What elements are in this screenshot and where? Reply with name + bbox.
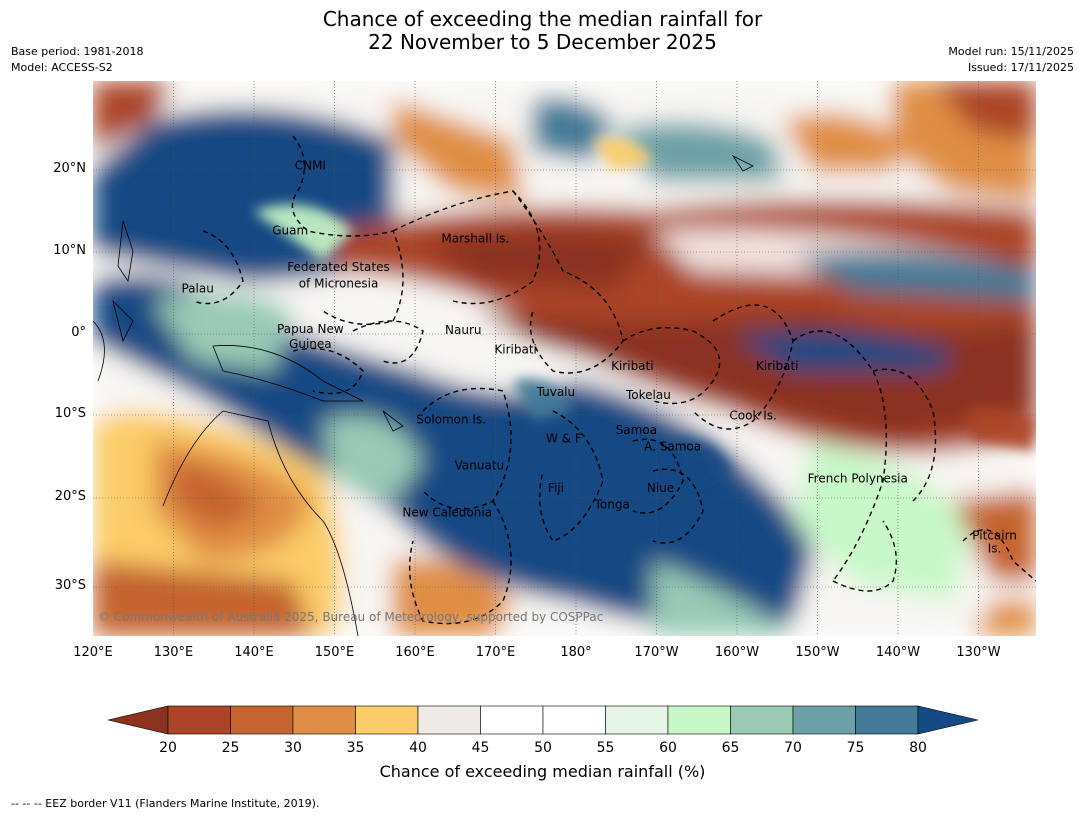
region-label: Kiribati bbox=[756, 359, 798, 373]
region-label: Guinea bbox=[289, 337, 332, 351]
region-label: Federated States bbox=[287, 260, 389, 274]
latitude-tick: 20°N bbox=[53, 161, 86, 176]
longitude-tick: 130°W bbox=[956, 645, 1001, 660]
title-line-1: Chance of exceeding the median rainfall … bbox=[322, 7, 763, 31]
longitude-tick: 140°E bbox=[234, 645, 274, 660]
colorbar-segment bbox=[855, 705, 919, 735]
colorbar-segment bbox=[605, 705, 669, 735]
region-label: W & F bbox=[546, 431, 582, 445]
longitude-tick: 170°W bbox=[634, 645, 679, 660]
model-name: Model: ACCESS-S2 bbox=[11, 61, 113, 74]
colorbar-segment bbox=[167, 705, 231, 735]
eez-footnote: -- -- -- EEZ border V11 (Flanders Marine… bbox=[11, 797, 320, 810]
colorbar-tick-label: 40 bbox=[409, 740, 427, 756]
issued-date: Issued: 17/11/2025 bbox=[967, 61, 1074, 74]
colorbar-segment bbox=[792, 705, 856, 735]
region-label: Kiribati bbox=[494, 343, 536, 357]
colorbar-tick-label: 60 bbox=[659, 740, 677, 756]
region-label: Tokelau bbox=[625, 388, 671, 402]
coastlines bbox=[93, 154, 754, 636]
region-label: Tonga bbox=[594, 497, 630, 511]
colorbar-segment bbox=[230, 705, 294, 735]
region-label: CNMI bbox=[295, 158, 326, 172]
graticule bbox=[93, 81, 1036, 636]
colorbar-segment bbox=[355, 705, 419, 735]
rainfall-field bbox=[93, 81, 1036, 636]
colorbar-tick-label: 70 bbox=[784, 740, 802, 756]
colorbar-tick-label: 50 bbox=[534, 740, 552, 756]
region-label: Papua New bbox=[277, 322, 344, 336]
copyright-notice: © Commonwealth of Australia 2025, Bureau… bbox=[98, 610, 603, 624]
region-label: A. Samoa bbox=[644, 440, 701, 454]
chart-title: Chance of exceeding the median rainfall … bbox=[0, 8, 1085, 54]
region-label: Kiribati bbox=[611, 359, 653, 373]
region-label: Samoa bbox=[616, 423, 657, 437]
longitude-tick: 150°E bbox=[314, 645, 355, 660]
region-label: Fiji bbox=[548, 481, 564, 495]
region-label: New Caledonia bbox=[402, 506, 492, 520]
colorbar-tick-label: 25 bbox=[222, 740, 240, 756]
region-label: Is. bbox=[988, 541, 1002, 555]
longitude-tick: 150°W bbox=[795, 645, 840, 660]
region-label: Vanuatu bbox=[455, 458, 505, 472]
region-label: Marshall Is. bbox=[441, 232, 509, 246]
colorbar-tick-label: 55 bbox=[597, 740, 615, 756]
latitude-tick: 30°S bbox=[54, 578, 86, 593]
colorbar-over-arrow bbox=[917, 705, 979, 735]
colorbar-tick-label: 65 bbox=[722, 740, 740, 756]
region-label: Niue bbox=[647, 481, 674, 495]
region-label: Solomon Is. bbox=[416, 413, 486, 427]
region-label: Guam bbox=[272, 224, 308, 238]
eez-borders bbox=[192, 135, 1036, 625]
region-label: Palau bbox=[181, 281, 213, 295]
longitude-tick: 170°E bbox=[475, 645, 516, 660]
colorbar-tick-label: 20 bbox=[159, 740, 177, 756]
region-label: of Micronesia bbox=[299, 277, 379, 291]
title-line-2: 22 November to 5 December 2025 bbox=[368, 30, 717, 54]
colorbar-under-arrow bbox=[107, 705, 169, 735]
region-label: French Polynesia bbox=[808, 471, 908, 485]
colorbar: 20 25 30 35 40 45 50 55 60 65 70 75 80 bbox=[107, 705, 979, 756]
colorbar-tick-label: 75 bbox=[847, 740, 865, 756]
latitude-tick: 20°S bbox=[54, 489, 86, 504]
colorbar-tick-label: 80 bbox=[909, 740, 927, 756]
longitude-tick: 140°W bbox=[875, 645, 921, 660]
colorbar-segment bbox=[542, 705, 606, 735]
meta-right: Model run: 15/11/2025 Issued: 17/11/2025 bbox=[948, 44, 1074, 76]
region-label: Tuvalu bbox=[536, 385, 576, 399]
latitude-tick: 10°N bbox=[53, 243, 86, 258]
region-label: Pitcairn bbox=[972, 528, 1017, 542]
colorbar-segment bbox=[480, 705, 544, 735]
region-labels: CNMI Guam Marshall Is. Federated States of M… bbox=[181, 158, 1016, 555]
region-label: Nauru bbox=[445, 323, 481, 337]
longitude-tick: 180° bbox=[560, 645, 592, 660]
longitude-tick: 130°E bbox=[153, 645, 194, 660]
colorbar-segment bbox=[417, 705, 481, 735]
longitude-tick: 120°E bbox=[73, 645, 113, 660]
model-run: Model run: 15/11/2025 bbox=[948, 45, 1074, 58]
colorbar-label: Chance of exceeding median rainfall (%) bbox=[379, 762, 706, 781]
colorbar-segment bbox=[730, 705, 794, 735]
latitude-tick: 10°S bbox=[54, 406, 86, 421]
base-period: Base period: 1981-2018 bbox=[11, 45, 144, 58]
latitude-tick: 0° bbox=[71, 325, 86, 340]
region-label: Cook Is. bbox=[729, 409, 776, 423]
colorbar-tick-label: 35 bbox=[347, 740, 365, 756]
longitude-tick: 160°W bbox=[714, 645, 760, 660]
meta-left: Base period: 1981-2018 Model: ACCESS-S2 bbox=[11, 44, 143, 76]
colorbar-tick-label: 45 bbox=[472, 740, 490, 756]
colorbar-segment bbox=[667, 705, 731, 735]
colorbar-segment bbox=[292, 705, 356, 735]
colorbar-tick-label: 30 bbox=[284, 740, 302, 756]
rainfall-map: CNMI Guam Marshall Is. Federated States of M… bbox=[93, 81, 1036, 636]
longitude-tick: 160°E bbox=[395, 645, 435, 660]
